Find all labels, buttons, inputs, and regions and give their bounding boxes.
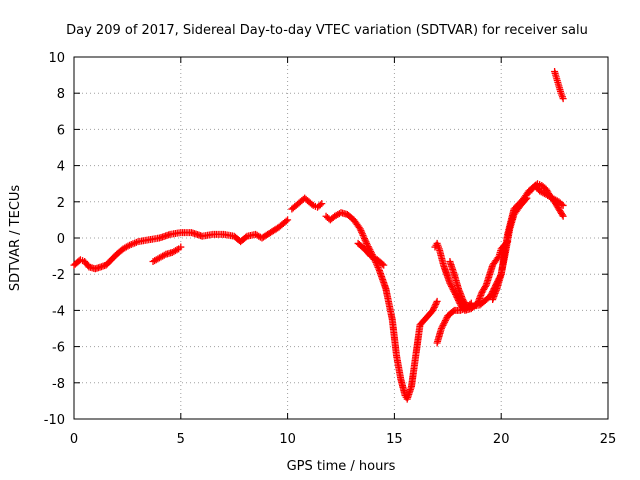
y-tick-label: 8 [57,87,65,102]
data-point [124,242,132,250]
data-point [466,300,474,308]
y-tick-label: -10 [44,413,65,428]
data-point [447,281,455,289]
data-point [441,318,449,326]
y-tick-label: 0 [57,232,65,247]
y-tick-label: 2 [57,196,65,211]
data-point [380,261,388,269]
y-axis-label: SDTVAR / TECUs [8,185,23,292]
data-point [522,195,530,203]
data-point [373,262,381,270]
data-point [429,306,437,314]
data-point [242,233,250,241]
data-point [431,302,439,310]
data-point [559,201,567,209]
data-point [430,303,438,311]
y-tick-label: 6 [57,123,65,138]
y-tick-label: -6 [52,341,65,356]
data-point [359,231,367,239]
axis-ticks [73,56,609,420]
data-point [558,211,566,219]
data-point [438,323,446,331]
data-point [523,194,531,202]
data-point [284,216,292,224]
data-point [494,254,502,262]
y-tick-label: 10 [48,51,65,66]
y-tick-labels: 10 8 6 4 2 0 -2 -4 -6 -8 -10 [44,51,65,428]
data-point [439,321,447,329]
data-point [360,235,368,243]
data-point [177,243,185,251]
data-point [358,230,366,238]
data-point [441,317,449,325]
data-point [432,300,440,308]
x-tick-label: 10 [279,432,296,447]
y-tick-label: -2 [52,268,65,283]
data-point [374,263,382,271]
x-tick-label: 20 [493,432,510,447]
grid [74,57,608,419]
data-point [357,227,365,235]
data-point [446,279,454,287]
y-tick-label: -8 [52,377,65,392]
data-point [362,238,370,246]
data-point [433,297,441,305]
data-point [363,241,371,249]
data-point [358,228,366,236]
y-tick-label: -4 [52,304,65,319]
data-point [375,265,383,273]
data-point [361,236,369,244]
data-point [363,239,371,247]
x-axis-label: GPS time / hours [287,459,396,474]
x-tick-label: 25 [600,432,617,447]
data-point [430,305,438,313]
data-point [449,286,457,294]
data-point [448,282,456,290]
data-point [440,320,448,328]
x-tick-labels: 0 5 10 15 20 25 [70,432,616,447]
data-point [318,200,326,208]
data-point [467,299,475,307]
x-tick-label: 0 [70,432,78,447]
data-point [432,299,440,307]
data-point [559,95,567,103]
data-point [308,200,316,208]
chart-title: Day 209 of 2017, Sidereal Day-to-day VTE… [66,23,588,38]
data-point [173,246,181,254]
data-point [378,260,386,268]
data-point [442,315,450,323]
data-point [282,217,290,225]
data-point [360,233,368,241]
data-point [356,225,364,233]
x-tick-label: 5 [177,432,185,447]
data-point [448,284,456,292]
data-point [437,325,445,332]
data-point [160,251,168,259]
x-tick-label: 15 [386,432,403,447]
data-point [316,201,324,209]
data-point [559,212,567,220]
data-points [70,67,567,403]
y-tick-label: 4 [57,160,65,175]
